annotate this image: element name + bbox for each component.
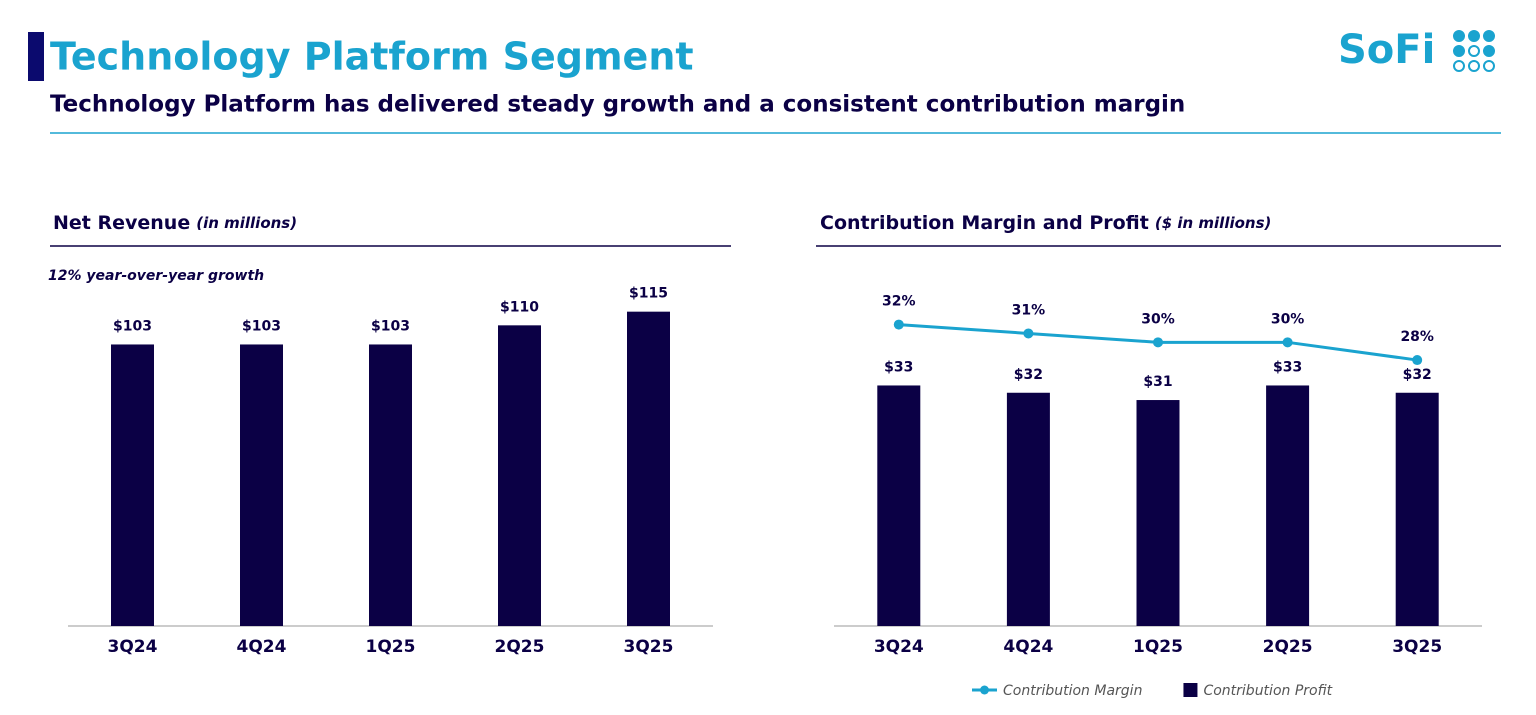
x-tick-label: 2Q25: [1263, 637, 1313, 657]
legend-label: Contribution Profit: [1203, 683, 1332, 699]
value-label: 30%: [1271, 311, 1305, 327]
x-tick-label: 3Q24: [874, 637, 924, 657]
section-title-unit: ($ in millions): [1155, 214, 1272, 232]
line-point: [1412, 355, 1423, 366]
x-tick-label: 3Q24: [108, 637, 158, 657]
value-label: $32: [1014, 367, 1043, 383]
value-label: $115: [629, 286, 668, 302]
section-title-unit: (in millions): [196, 214, 297, 232]
value-label: $31: [1143, 374, 1172, 390]
x-tick-label: 1Q25: [366, 637, 416, 657]
page-title: Technology Platform Segment: [50, 35, 694, 79]
line-point: [1023, 328, 1034, 339]
bar: [369, 344, 412, 626]
title-accent: [28, 32, 44, 81]
x-tick-label: 3Q25: [1392, 637, 1442, 657]
logo-dots: [1453, 30, 1495, 72]
x-tick-label: 4Q24: [1003, 637, 1053, 657]
section-title: Net Revenue (in millions): [53, 212, 297, 234]
value-label: $33: [1273, 359, 1302, 375]
line-point: [893, 319, 904, 330]
section-title-main: Contribution Margin and Profit: [820, 212, 1149, 234]
bar: [627, 311, 670, 626]
value-label: $110: [500, 299, 539, 315]
line-point: [1282, 337, 1293, 348]
section-title-main: Net Revenue: [53, 212, 190, 234]
bar: [1006, 392, 1050, 626]
legend-label: Contribution Margin: [1003, 683, 1142, 699]
legend-swatch-dot: [980, 685, 989, 695]
value-label: $33: [884, 359, 913, 375]
bar: [877, 385, 921, 626]
value-label: $32: [1403, 367, 1432, 383]
value-label: 28%: [1400, 329, 1434, 345]
bar: [1266, 385, 1310, 626]
logo: SoFi: [1338, 27, 1435, 73]
x-tick-label: 4Q24: [237, 637, 287, 657]
annotation: 12% year-over-year growth: [48, 268, 264, 284]
value-label: 32%: [882, 294, 916, 310]
bar: [498, 325, 541, 626]
value-label: $103: [113, 318, 152, 334]
legend-swatch: [1183, 683, 1198, 697]
bar: [111, 344, 154, 626]
x-tick-label: 3Q25: [624, 637, 674, 657]
value-label: $103: [371, 318, 410, 334]
x-tick-label: 2Q25: [495, 637, 545, 657]
value-label: 30%: [1141, 311, 1175, 327]
line-point: [1153, 337, 1163, 348]
section-title: Contribution Margin and Profit ($ in mill…: [820, 212, 1271, 234]
value-label: $103: [242, 318, 281, 334]
value-label: 31%: [1012, 302, 1046, 318]
bar: [1136, 400, 1180, 626]
bar: [240, 344, 283, 626]
x-tick-label: 1Q25: [1133, 637, 1183, 657]
page-subtitle: Technology Platform has delivered steady…: [50, 92, 1185, 118]
bar: [1395, 392, 1439, 626]
